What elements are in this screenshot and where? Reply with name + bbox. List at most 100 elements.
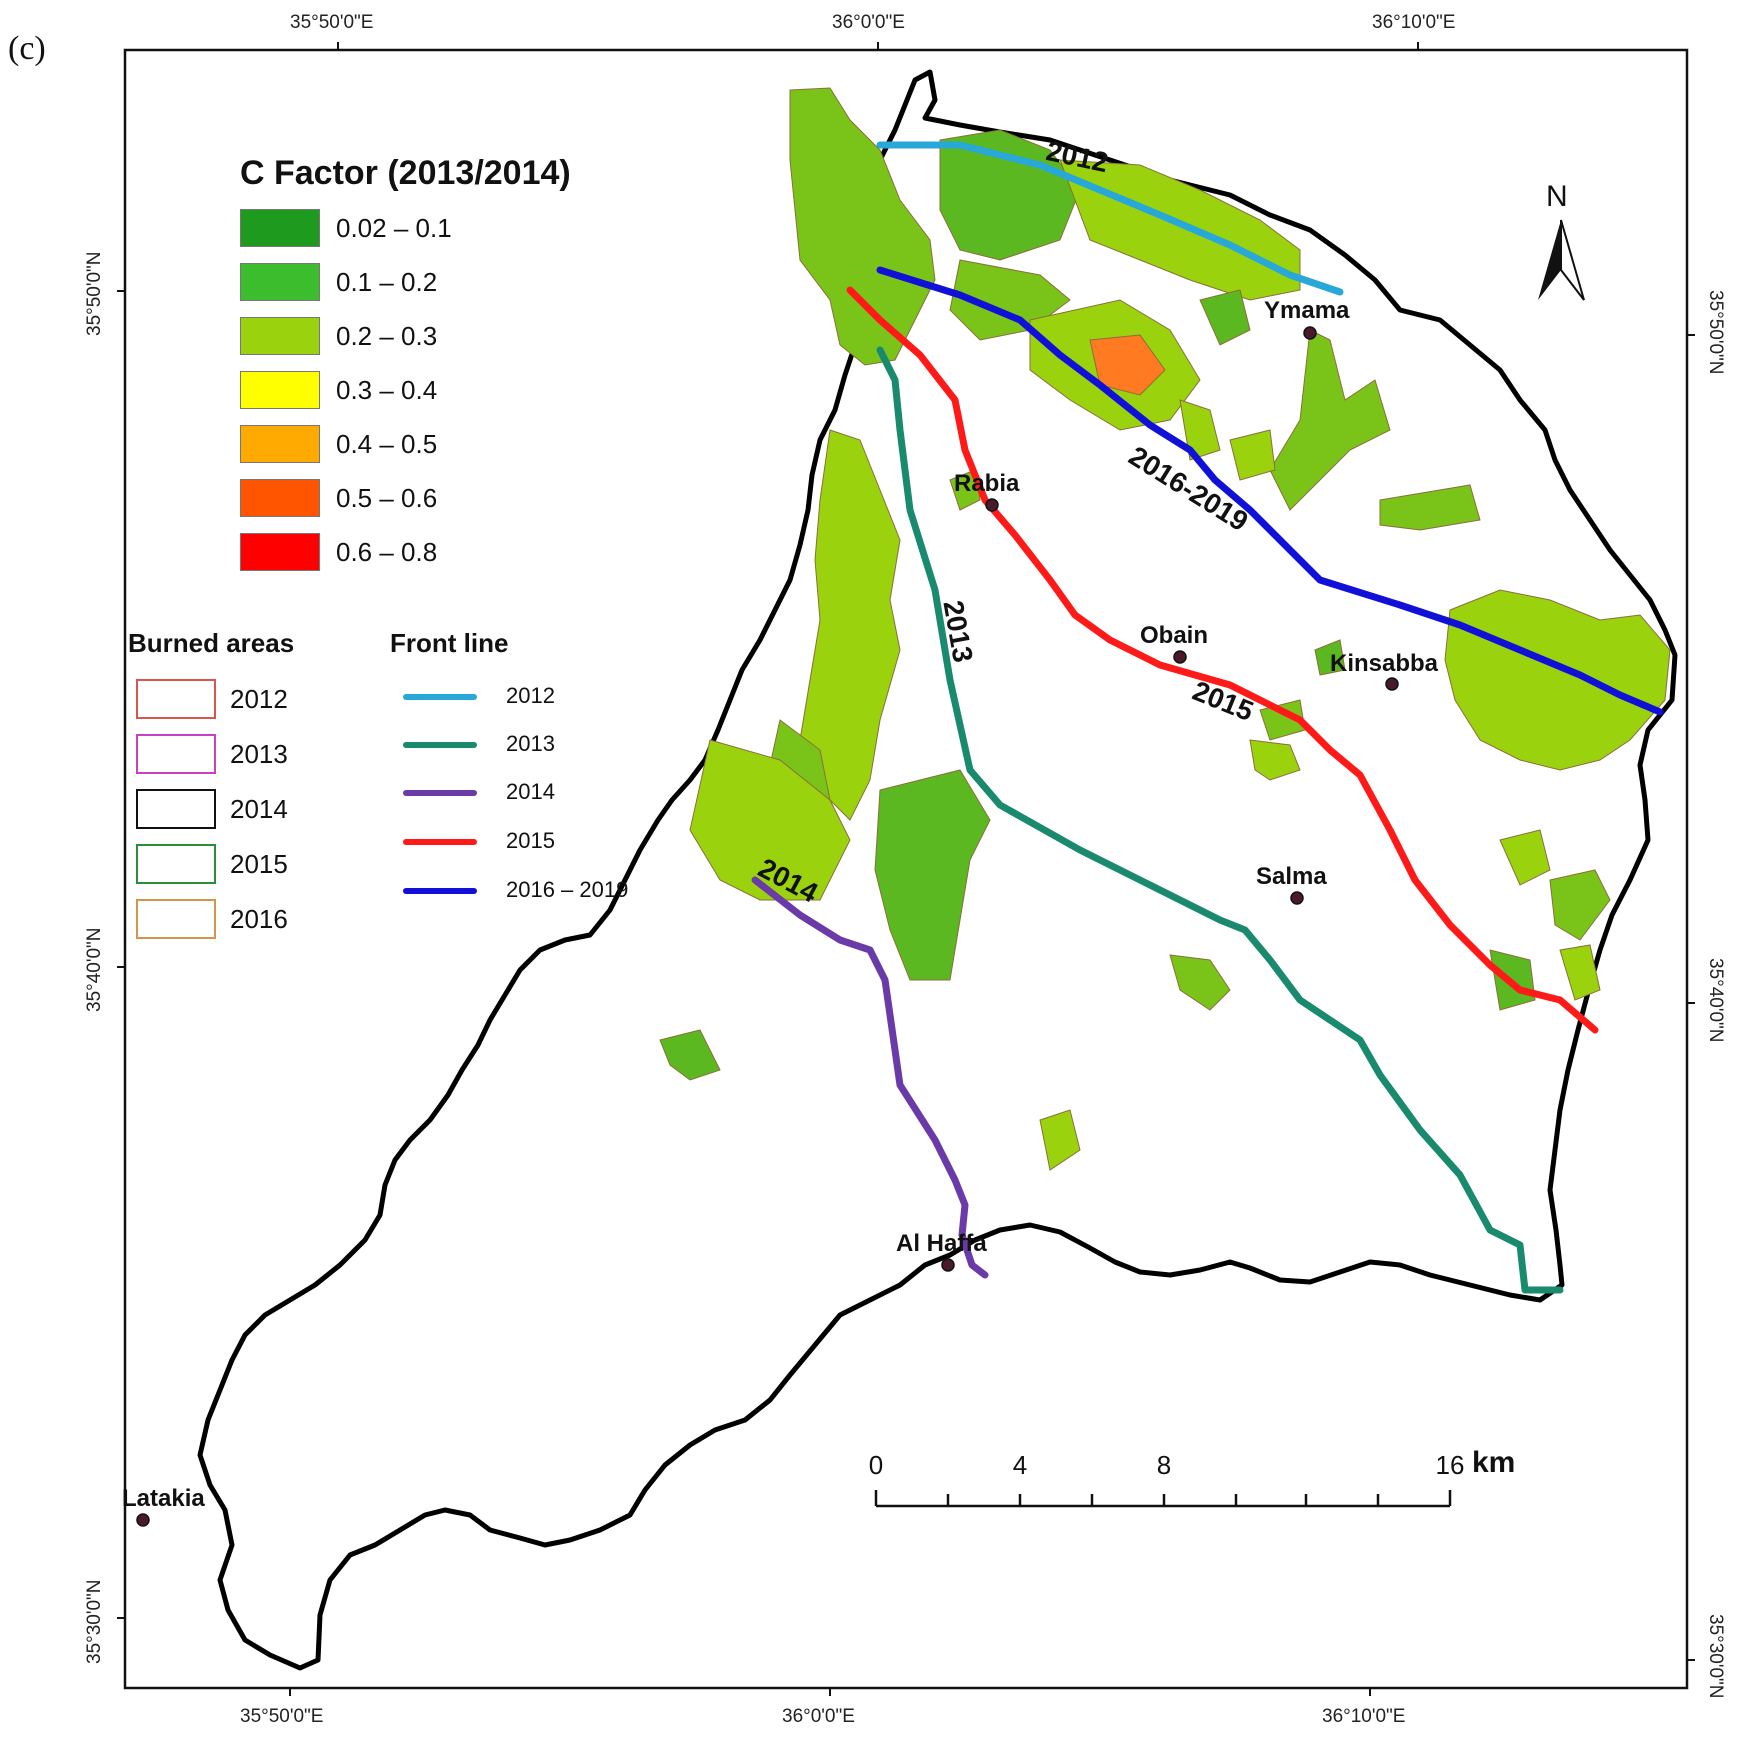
burned-area-patches [659,87,1671,1171]
c-factor-swatch [240,371,320,409]
front-line-title: Front line [390,628,509,658]
coord-bottom-3: 36°10'0"E [1322,1706,1406,1727]
marker-obain [1173,650,1187,664]
c-factor-swatch [240,263,320,301]
burned-area-label: 2012 [230,683,288,714]
front-line-label: 2016 – 2019 [506,877,629,902]
burned-area-patch [659,1029,721,1081]
marker-ymama [1303,326,1317,340]
coord-right-3: 35°30'0"N [1705,1614,1726,1699]
c-factor-swatch [240,317,320,355]
front-line-legend-samples [403,694,477,894]
front-line-2013 [876,346,1564,1294]
place-rabia: Rabia [954,470,1020,497]
north-arrow-icon [1538,219,1585,301]
scale-tick-label: 4 [1012,1450,1028,1480]
marker-salma [1290,891,1304,905]
front-lines [751,141,1664,1294]
burned-area-item: 2016 [136,898,288,940]
burned-area-patch [1249,739,1301,781]
burned-area-label: 2014 [230,793,288,824]
place-kinsabba: Kinsabba [1330,650,1439,677]
c-factor-swatch [240,479,320,517]
marker-kinsabba [1385,677,1399,691]
c-factor-item: 0.02 – 0.1 [240,208,452,248]
burned-area-patch [1229,429,1276,481]
scale-tick-label: 0 [868,1450,884,1480]
burned-area-patch [1499,829,1551,886]
coord-bottom-1: 35°50'0"E [240,1706,324,1727]
burned-area-patch [1444,589,1671,771]
burned-area-item: 2015 [136,843,288,885]
burned-area-label: 2016 [230,903,288,934]
burned-area-swatch [136,679,216,719]
burned-area-patch [1269,329,1391,511]
c-factor-item: 0.6 – 0.8 [240,532,437,572]
burned-area-patch [1179,399,1221,461]
front-line-label: 2015 [506,828,555,853]
marker-rabia [985,498,999,512]
c-factor-label: 0.3 – 0.4 [336,374,438,405]
burned-area-swatch [136,899,216,939]
place-al-haffa: Al Haffa [896,1230,987,1257]
c-factor-legend-title: C Factor (2013/2014) [240,154,571,192]
coord-top-2: 36°0'0"E [832,12,905,33]
burned-area-patch [1039,1109,1081,1171]
burned-area-patch [1259,699,1306,741]
burned-area-swatch [136,734,216,774]
burned-area-patch [1169,954,1231,1011]
coord-left-2: 35°40'0"N [84,927,105,1012]
coord-top-1: 35°50'0"E [290,12,374,33]
burned-area-swatch [136,844,216,884]
burned-area-patch [799,429,901,821]
c-factor-label: 0.2 – 0.3 [336,320,438,351]
coord-top-3: 36°10'0"E [1372,12,1456,33]
c-factor-swatch [240,425,320,463]
burned-area-patch [1199,289,1251,346]
burned-area-item: 2013 [136,733,288,775]
c-factor-item: 0.2 – 0.3 [240,316,437,356]
front-line-2014 [751,876,989,1279]
burned-area-patch [1549,869,1611,941]
burned-areas-title: Burned areas [128,628,295,658]
map-frame [123,48,1689,1690]
place-markers [136,326,1399,1527]
front-line-2012 [876,141,1344,296]
c-factor-swatch [240,209,320,247]
burned-area-patch [1559,944,1601,1001]
c-factor-swatch [240,533,320,571]
burned-area-item: 2012 [136,678,288,720]
c-factor-item: 0.4 – 0.5 [240,424,437,464]
c-factor-item: 0.1 – 0.2 [240,262,437,302]
burned-area-label: 2013 [230,738,288,769]
marker-al-haffa [941,1258,955,1272]
front-line-label: 2013 [506,731,555,756]
burned-area-patch [1314,639,1346,676]
marker-latakia [136,1513,150,1527]
front-line-2016-2019 [876,266,1664,716]
front-line-label: 2014 [506,779,555,804]
scale-tick-label: 8 [1156,1450,1172,1480]
scale-unit: km [1472,1446,1516,1479]
north-label: N [1546,180,1568,213]
place-ymama: Ymama [1264,297,1350,324]
burned-area-swatch [136,789,216,829]
c-factor-label: 0.4 – 0.5 [336,428,438,459]
c-factor-label: 0.5 – 0.6 [336,482,438,513]
burned-area-label: 2015 [230,848,288,879]
coord-bottom-2: 36°0'0"E [782,1706,855,1727]
graticule-ticks [117,42,1695,1696]
c-factor-label: 0.1 – 0.2 [336,266,438,297]
c-factor-label: 0.02 – 0.1 [336,212,452,243]
coord-left-3: 35°30'0"N [84,1579,105,1664]
coord-left-1: 35°50'0"N [84,251,105,336]
front-line-2015 [846,286,1599,1034]
place-salma: Salma [1256,863,1327,890]
burned-area-patch [874,769,991,981]
burned-area-patch [1089,334,1166,396]
burned-area-patch [689,739,851,901]
burned-area-patch [1379,484,1481,531]
burned-area-patch [939,129,1081,261]
coord-right-2: 35°40'0"N [1705,958,1726,1043]
panel-label: (c) [8,30,46,67]
